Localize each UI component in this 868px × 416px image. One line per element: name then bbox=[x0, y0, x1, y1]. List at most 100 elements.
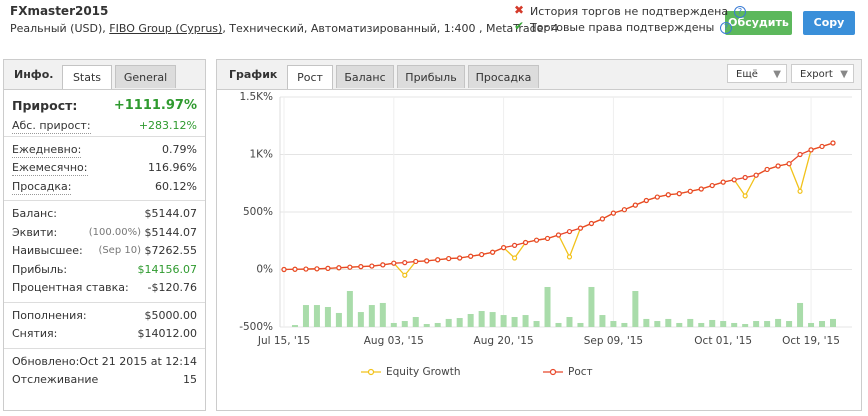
point bbox=[808, 147, 814, 153]
bar bbox=[577, 322, 584, 327]
export-menu[interactable]: Export ▼ bbox=[791, 64, 854, 83]
point bbox=[577, 225, 584, 231]
y-tick-label: -500% bbox=[239, 321, 273, 333]
point bbox=[742, 193, 748, 199]
menu-label: Ещё bbox=[736, 69, 758, 80]
bar bbox=[467, 314, 474, 327]
bar bbox=[346, 291, 353, 327]
stats-value: $5144.07 bbox=[144, 207, 198, 220]
copy-button[interactable]: Copy bbox=[803, 11, 855, 35]
stats-value: $5144.07 bbox=[144, 225, 198, 239]
legend-label: Equity Growth bbox=[386, 366, 461, 378]
stats-row: Прибыль: $14156.07 bbox=[4, 261, 205, 280]
y-tick-label: 0% bbox=[256, 264, 273, 276]
tab[interactable]: Прибыль bbox=[397, 65, 465, 88]
stats-value: $14012.00 bbox=[137, 327, 198, 340]
stats-row: Ежедневно: 0.79% bbox=[4, 141, 205, 160]
stats-value: Oct 21 2015 at 12:14 bbox=[79, 354, 197, 368]
stats-value: $7262.55 bbox=[144, 244, 198, 257]
bar bbox=[742, 324, 749, 327]
stats-group: Ежедневно: 0.79% Ежемесячно: 116.96% Просадк… bbox=[4, 137, 205, 201]
stats-label: Снятия: bbox=[12, 327, 58, 340]
stats-label: Ежедневно: bbox=[12, 142, 82, 158]
bar bbox=[808, 322, 815, 327]
tab[interactable]: Рост bbox=[287, 65, 333, 89]
point bbox=[402, 260, 408, 266]
point bbox=[742, 174, 748, 181]
point bbox=[775, 163, 781, 169]
bar bbox=[610, 321, 617, 327]
stats-group: Обновлено: Oct 21 2015 at 12:14 Отслеживан… bbox=[4, 349, 205, 394]
point bbox=[281, 266, 287, 273]
bar bbox=[335, 312, 342, 327]
bar bbox=[511, 316, 518, 327]
stats-row: Обновлено: Oct 21 2015 at 12:14 bbox=[4, 353, 205, 372]
broker-link[interactable]: FIBO Group (Cyprus) bbox=[109, 22, 223, 35]
series-line bbox=[283, 142, 834, 271]
point bbox=[347, 264, 353, 270]
info-panel: Инфо. Stats General Прирост: +1111.97% А… bbox=[3, 59, 206, 411]
point bbox=[687, 188, 693, 194]
menu-label: Export bbox=[800, 69, 833, 80]
stats-row: Баланс: $5144.07 bbox=[4, 205, 205, 224]
cross-icon: ✖ bbox=[514, 3, 525, 17]
stats-row: Ежемесячно: 116.96% bbox=[4, 159, 205, 178]
bar bbox=[566, 316, 573, 327]
growth-value: +1111.97% bbox=[113, 98, 197, 113]
growth-label: Прирост: bbox=[12, 98, 78, 113]
bar bbox=[379, 302, 386, 327]
bar bbox=[291, 325, 298, 327]
tab[interactable]: Баланс bbox=[336, 65, 394, 88]
tab[interactable]: Stats bbox=[62, 65, 112, 89]
status-text: История торгов не подтверждена bbox=[530, 5, 729, 18]
stats-row: Отслеживание 15 bbox=[4, 371, 205, 390]
point bbox=[621, 207, 627, 213]
stats-label: Обновлено: bbox=[12, 354, 80, 368]
stats-value: 15 bbox=[183, 373, 197, 386]
point bbox=[402, 272, 408, 278]
point bbox=[720, 179, 726, 185]
point bbox=[457, 255, 463, 261]
bar bbox=[533, 321, 540, 327]
panel-header: График Рост Баланс Прибыль Просадка Ещё ▼… bbox=[217, 60, 861, 90]
growth-row: Прирост: +1111.97% bbox=[4, 95, 205, 117]
point bbox=[314, 266, 320, 272]
panel-header: Инфо. Stats General bbox=[4, 60, 205, 90]
tab[interactable]: Просадка bbox=[468, 65, 539, 88]
stats-label: Просадка: bbox=[12, 179, 72, 195]
stats-value: 0.79% bbox=[162, 142, 197, 156]
discuss-button[interactable]: Обсудить bbox=[725, 11, 792, 35]
bar bbox=[687, 318, 694, 327]
stats-value: $5000.00 bbox=[144, 308, 198, 322]
status-text: Торговые права подтверждены bbox=[530, 21, 715, 34]
x-tick-label: Jul 15, '15 bbox=[257, 335, 310, 347]
bar bbox=[753, 321, 760, 327]
point bbox=[731, 177, 737, 183]
stats-label: Прибыль: bbox=[12, 262, 68, 276]
help-icon: ? bbox=[720, 22, 732, 34]
stats-value: $14156.07 bbox=[137, 262, 198, 276]
point bbox=[479, 251, 485, 258]
bar bbox=[632, 291, 639, 327]
point bbox=[709, 182, 715, 189]
x-tick-label: Oct 19, '15 bbox=[782, 335, 840, 347]
check-icon: ✔ bbox=[514, 19, 525, 33]
bar bbox=[698, 322, 705, 327]
point bbox=[797, 188, 803, 194]
more-menu[interactable]: Ещё ▼ bbox=[727, 64, 787, 83]
bar bbox=[676, 322, 683, 327]
stats-label: Пополнения: bbox=[12, 308, 87, 322]
bar bbox=[456, 318, 463, 327]
point bbox=[698, 186, 704, 192]
tab[interactable]: General bbox=[115, 65, 176, 88]
stats-row: Процентная ставка: -$120.76 bbox=[4, 279, 205, 298]
bar bbox=[786, 321, 793, 327]
bar bbox=[390, 322, 397, 327]
point bbox=[786, 161, 792, 167]
point bbox=[435, 257, 441, 263]
point bbox=[555, 232, 562, 238]
point bbox=[753, 172, 759, 178]
point bbox=[424, 258, 430, 264]
bar bbox=[599, 315, 606, 327]
